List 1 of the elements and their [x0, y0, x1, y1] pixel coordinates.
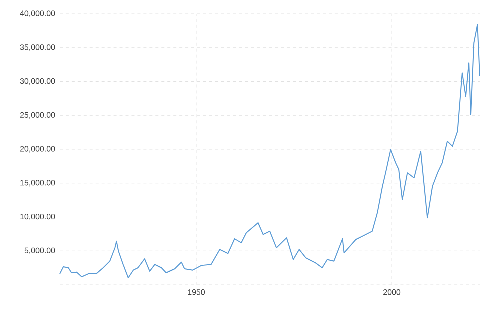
line-series — [60, 24, 481, 279]
